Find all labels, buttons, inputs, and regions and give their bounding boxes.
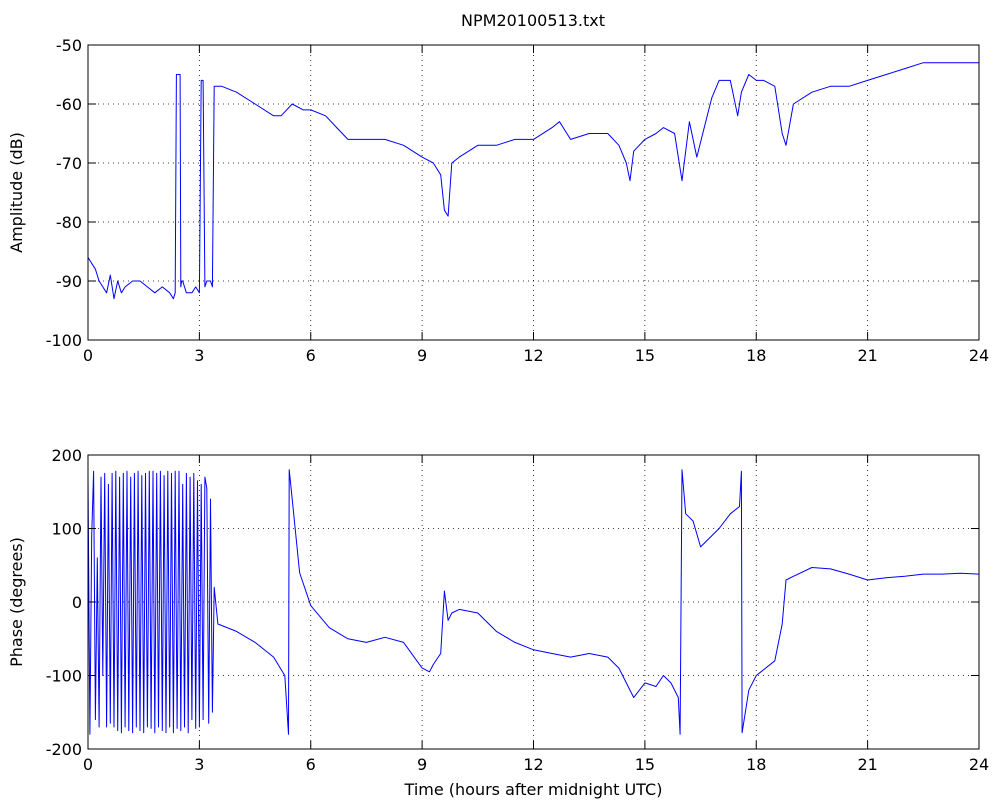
phase-y-tick-label: -200 <box>46 740 82 759</box>
amplitude-y-tick-label: -90 <box>56 272 82 291</box>
amplitude-axes-frame <box>87 44 980 341</box>
phase-x-tick-label: 9 <box>417 755 427 774</box>
amplitude-y-tick-label: -100 <box>46 331 82 350</box>
amplitude-y-tick-label: -80 <box>56 213 82 232</box>
amplitude-x-tick-label: 21 <box>857 346 877 365</box>
amplitude-x-tick-label: 12 <box>523 346 543 365</box>
amplitude-ticks: 0 3 6 9 12 15 18 21 24 -100 -90 -80 -70 -60 -50 <box>46 36 989 365</box>
chart-title: NPM20100513.txt <box>461 11 605 30</box>
phase-ticks: 0 3 6 9 12 15 18 21 24 -200 -100 0 100 200 <box>46 446 989 774</box>
phase-x-axis-label: Time (hours after midnight UTC) <box>404 780 663 799</box>
amplitude-series-line <box>87 62 979 300</box>
amplitude-x-tick-label: 6 <box>306 346 316 365</box>
phase-x-tick-label: 0 <box>83 755 93 774</box>
phase-series-line <box>87 469 980 735</box>
phase-y-tick-label: 200 <box>51 446 82 465</box>
phase-x-tick-label: 18 <box>746 755 766 774</box>
amplitude-grid <box>88 45 979 340</box>
phase-x-tick-label: 3 <box>194 755 204 774</box>
phase-axes-frame <box>87 454 980 750</box>
amplitude-y-tick-label: -60 <box>56 95 82 114</box>
phase-x-tick-label: 12 <box>523 755 543 774</box>
phase-y-tick-label: -100 <box>46 667 82 686</box>
amplitude-x-tick-label: 0 <box>83 346 93 365</box>
amplitude-y-axis-label: Amplitude (dB) <box>7 132 26 253</box>
amplitude-panel: 0 3 6 9 12 15 18 21 24 -100 -90 -80 -70 -60 -50 Amplit… <box>7 36 989 365</box>
phase-y-axis-label: Phase (degrees) <box>7 537 26 667</box>
phase-y-tick-label: 100 <box>51 520 82 539</box>
phase-x-tick-label: 15 <box>635 755 655 774</box>
phase-x-tick-label: 6 <box>306 755 316 774</box>
amplitude-y-tick-label: -70 <box>56 154 82 173</box>
amplitude-x-tick-label: 3 <box>194 346 204 365</box>
phase-x-tick-label: 24 <box>969 755 989 774</box>
phase-x-tick-label: 21 <box>857 755 877 774</box>
amplitude-x-tick-label: 24 <box>969 346 989 365</box>
amplitude-x-tick-label: 15 <box>635 346 655 365</box>
phase-y-tick-label: 0 <box>72 593 82 612</box>
amplitude-series-group <box>87 62 979 300</box>
amplitude-x-tick-label: 9 <box>417 346 427 365</box>
amplitude-x-tick-label: 18 <box>746 346 766 365</box>
amplitude-y-tick-label: -50 <box>56 36 82 55</box>
phase-series-group <box>87 469 980 735</box>
phase-panel: 0 3 6 9 12 15 18 21 24 -200 -100 0 100 200 Phase (deg… <box>7 446 989 799</box>
